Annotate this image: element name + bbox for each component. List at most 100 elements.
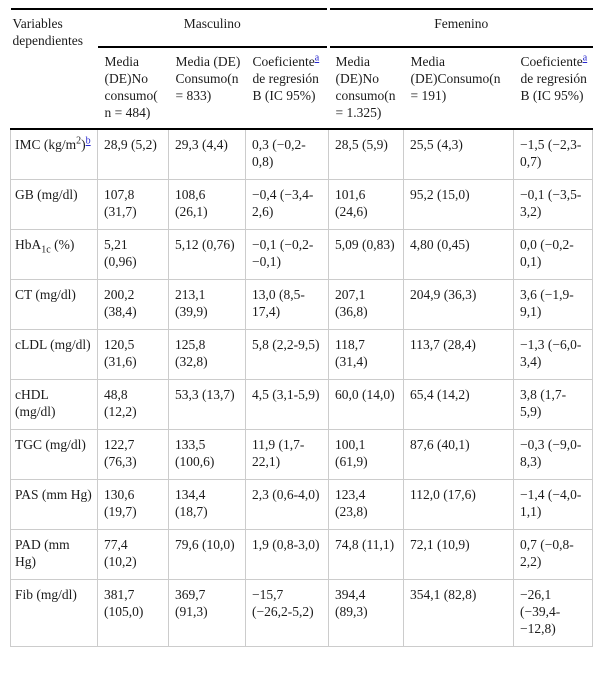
cell: 65,4 (14,2) xyxy=(403,379,514,430)
row-label: PAS (mm Hg) xyxy=(10,479,98,530)
cell: −1,5 (−2,3-0,7) xyxy=(513,128,593,180)
row-label-text: cLDL (mg/dl) xyxy=(15,337,91,352)
superscript-2: 2 xyxy=(76,135,82,147)
cell: 134,4 (18,7) xyxy=(168,479,246,530)
corner-header-variables-dependientes: Variables dependientes xyxy=(10,9,98,130)
subheader-male-coeficiente: Coeficientea de regresión B (IC 95%) xyxy=(245,47,329,130)
cell: 4,80 (0,45) xyxy=(403,229,514,280)
row-label: cHDL (mg/dl) xyxy=(10,379,98,430)
footnote-a-link[interactable]: a xyxy=(314,52,320,64)
row-label-text: PAD (mm Hg) xyxy=(15,537,70,569)
row-label-text: (%) xyxy=(50,237,75,252)
cell: 74,8 (11,1) xyxy=(328,529,404,580)
table-row-fib: Fib (mg/dl) 381,7 (105,0) 369,7 (91,3) −… xyxy=(10,579,593,647)
row-label-text: GB (mg/dl) xyxy=(15,187,78,202)
cell: 0,0 (−0,2-0,1) xyxy=(513,229,593,280)
cell: 3,6 (−1,9-9,1) xyxy=(513,279,593,330)
cell: 79,6 (10,0) xyxy=(168,529,246,580)
row-label: Fib (mg/dl) xyxy=(10,579,98,647)
table-row-pas: PAS (mm Hg) 130,6 (19,7) 134,4 (18,7) 2,… xyxy=(10,479,593,530)
cell: 113,7 (28,4) xyxy=(403,329,514,380)
cell: 0,3 (−0,2-0,8) xyxy=(245,128,329,180)
cell: 369,7 (91,3) xyxy=(168,579,246,647)
table-header: Variables dependientes Masculino Femenin… xyxy=(10,9,593,130)
cell: 204,9 (36,3) xyxy=(403,279,514,330)
cell: 122,7 (76,3) xyxy=(97,429,169,480)
cell: 11,9 (1,7-22,1) xyxy=(245,429,329,480)
cell: 354,1 (82,8) xyxy=(403,579,514,647)
row-label-text: Fib (mg/dl) xyxy=(15,587,77,602)
cell: 100,1 (61,9) xyxy=(328,429,404,480)
cell: 118,7 (31,4) xyxy=(328,329,404,380)
cell: 0,7 (−0,8-2,2) xyxy=(513,529,593,580)
row-label-text: HbA xyxy=(15,237,42,252)
cell: 394,4 (89,3) xyxy=(328,579,404,647)
cell: 53,3 (13,7) xyxy=(168,379,246,430)
subheader-label: Media (DE)No consumo(n = 1.325) xyxy=(335,54,396,120)
row-label-text: ) xyxy=(81,137,86,152)
cell: 3,8 (1,7-5,9) xyxy=(513,379,593,430)
cell: 5,8 (2,2-9,5) xyxy=(245,329,329,380)
subheader-label: de regresión B (IC 95%) xyxy=(252,71,319,103)
row-label-text: cHDL (mg/dl) xyxy=(15,387,56,419)
subheader-label: Media (DE) Consumo(n = 833) xyxy=(175,54,241,103)
row-label: HbA1c (%) xyxy=(10,229,98,280)
row-label: IMC (kg/m2)b xyxy=(10,128,98,180)
cell: −0,3 (−9,0-8,3) xyxy=(513,429,593,480)
cell: 5,12 (0,76) xyxy=(168,229,246,280)
row-label-text: IMC (kg/m xyxy=(15,137,77,152)
cell: −15,7 (−26,2-5,2) xyxy=(245,579,329,647)
cell: 28,5 (5,9) xyxy=(328,128,404,180)
cell: 101,6 (24,6) xyxy=(328,179,404,230)
cell: 77,4 (10,2) xyxy=(97,529,169,580)
cell: 87,6 (40,1) xyxy=(403,429,514,480)
row-label-text: PAS (mm Hg) xyxy=(15,487,92,502)
row-label: cLDL (mg/dl) xyxy=(10,329,98,380)
cell: 213,1 (39,9) xyxy=(168,279,246,330)
cell: 5,09 (0,83) xyxy=(328,229,404,280)
cell: 95,2 (15,0) xyxy=(403,179,514,230)
cell: −1,4 (−4,0-1,1) xyxy=(513,479,593,530)
cell: 48,8 (12,2) xyxy=(97,379,169,430)
group-header-femenino: Femenino xyxy=(328,9,593,48)
cell: 5,21 (0,96) xyxy=(97,229,169,280)
cell: 28,9 (5,2) xyxy=(97,128,169,180)
subheader-male-no-consumo: Media (DE)No consumo(n = 484) xyxy=(97,47,169,130)
cell: 200,2 (38,4) xyxy=(97,279,169,330)
subheader-label: Media (DE)Consumo(n = 191) xyxy=(410,54,501,103)
table-row-chdl: cHDL (mg/dl) 48,8 (12,2) 53,3 (13,7) 4,5… xyxy=(10,379,593,430)
row-label: PAD (mm Hg) xyxy=(10,529,98,580)
cell: −26,1 (−39,4-−12,8) xyxy=(513,579,593,647)
cell: 72,1 (10,9) xyxy=(403,529,514,580)
table-row-pad: PAD (mm Hg) 77,4 (10,2) 79,6 (10,0) 1,9 … xyxy=(10,529,593,580)
cell: 60,0 (14,0) xyxy=(328,379,404,430)
table-row-cldl: cLDL (mg/dl) 120,5 (31,6) 125,8 (32,8) 5… xyxy=(10,329,593,380)
group-header-masculino: Masculino xyxy=(97,9,330,48)
footnote-a-link[interactable]: a xyxy=(582,52,588,64)
subheader-label: Coeficiente xyxy=(252,54,315,69)
subheader-label: Coeficiente xyxy=(520,54,583,69)
table-row-tgc: TGC (mg/dl) 122,7 (76,3) 133,5 (100,6) 1… xyxy=(10,429,593,480)
table-row-hba1c: HbA1c (%) 5,21 (0,96) 5,12 (0,76) −0,1 (… xyxy=(10,229,593,280)
subheader-female-consumo: Media (DE)Consumo(n = 191) xyxy=(403,47,514,130)
row-label-text: TGC (mg/dl) xyxy=(15,437,86,452)
cell: −1,3 (−6,0-3,4) xyxy=(513,329,593,380)
cell: 2,3 (0,6-4,0) xyxy=(245,479,329,530)
row-label: CT (mg/dl) xyxy=(10,279,98,330)
footnote-b-link[interactable]: b xyxy=(85,135,91,147)
subheader-row: Media (DE)No consumo(n = 484) Media (DE)… xyxy=(11,47,593,130)
cell: 25,5 (4,3) xyxy=(403,128,514,180)
row-label: TGC (mg/dl) xyxy=(10,429,98,480)
cell: 108,6 (26,1) xyxy=(168,179,246,230)
row-label-text: CT (mg/dl) xyxy=(15,287,76,302)
cell: 112,0 (17,6) xyxy=(403,479,514,530)
table-row-gb: GB (mg/dl) 107,8 (31,7) 108,6 (26,1) −0,… xyxy=(10,179,593,230)
cell: 29,3 (4,4) xyxy=(168,128,246,180)
subscript-1c: 1c xyxy=(41,244,51,256)
subheader-label: de regresión B (IC 95%) xyxy=(520,71,587,103)
row-label: GB (mg/dl) xyxy=(10,179,98,230)
group-header-row: Variables dependientes Masculino Femenin… xyxy=(10,9,593,130)
cell: −0,1 (−0,2-−0,1) xyxy=(245,229,329,280)
subheader-label: Media (DE)No consumo(n = 484) xyxy=(104,54,158,120)
subheader-female-coeficiente: Coeficientea de regresión B (IC 95%) xyxy=(513,47,593,130)
